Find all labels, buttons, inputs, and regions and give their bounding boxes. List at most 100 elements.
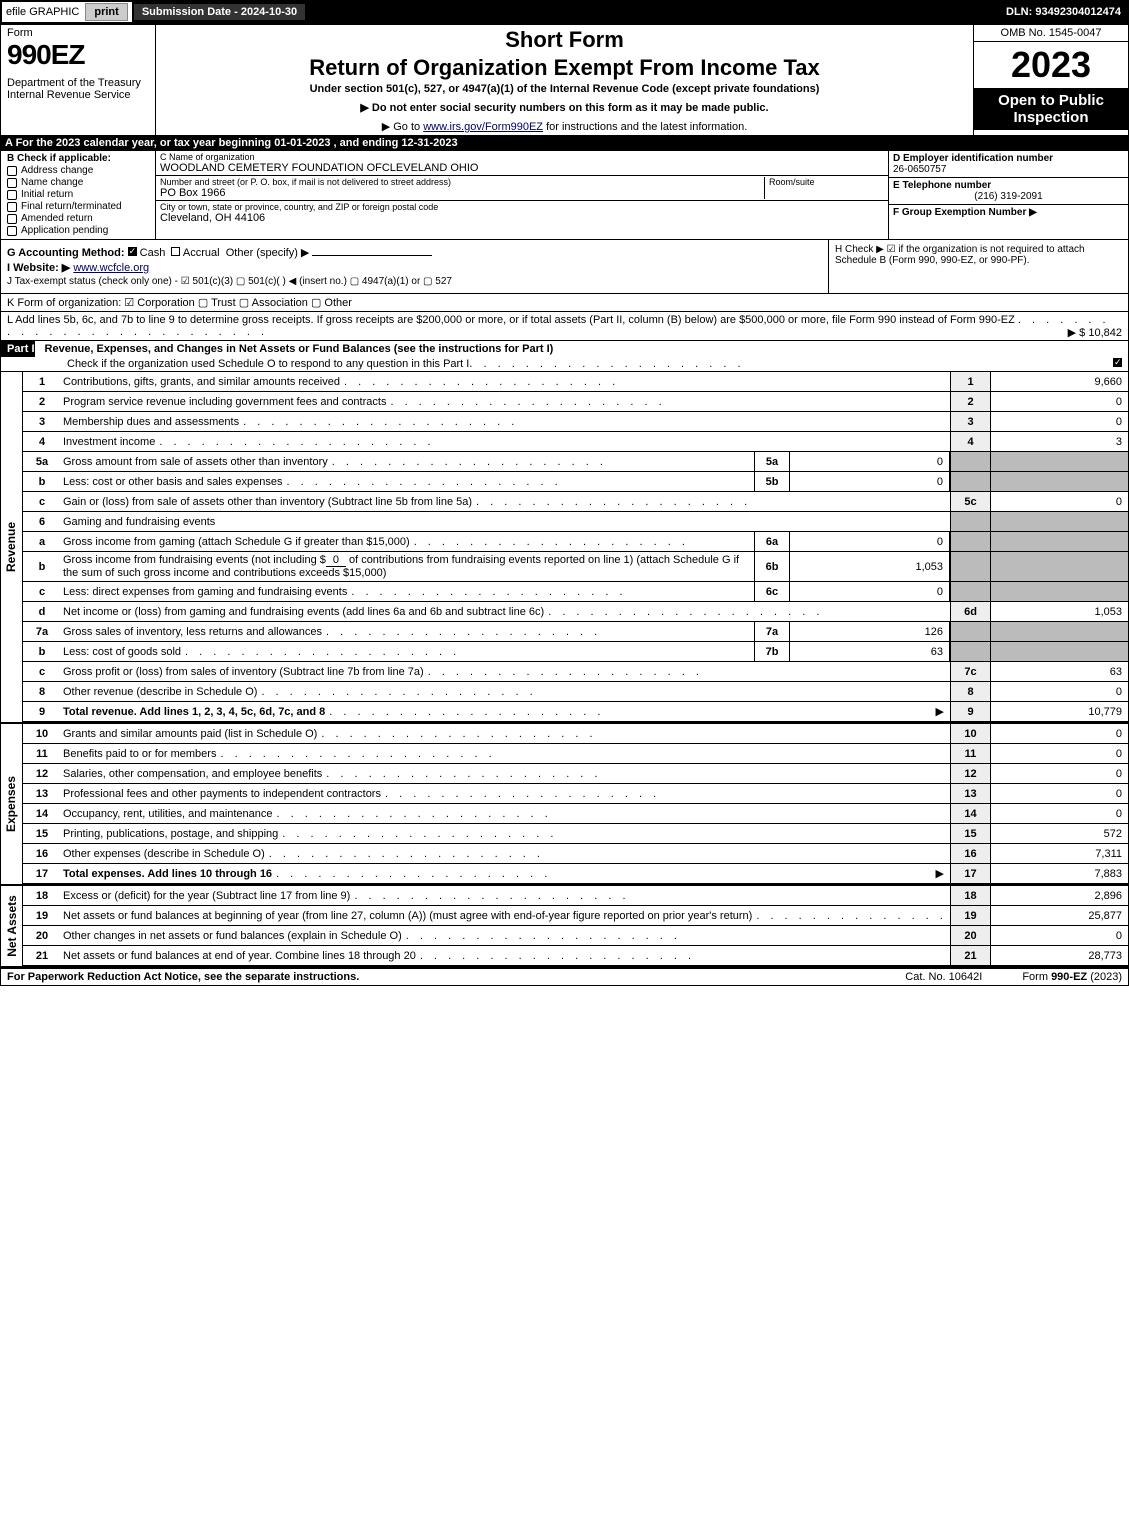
tax-year: 2023: [974, 42, 1128, 88]
g-other-blank: [312, 255, 432, 256]
ein-label: D Employer identification number: [893, 153, 1124, 164]
line-19: 19 Net assets or fund balances at beginn…: [23, 906, 1128, 926]
netassets-label: Net Assets: [5, 895, 19, 957]
line-2: 2 Program service revenue including gove…: [23, 392, 1128, 412]
checkbox-icon: [7, 214, 17, 224]
efile-label: efile GRAPHIC: [6, 6, 79, 18]
mid-val: 0: [790, 452, 950, 471]
topbar: efile GRAPHIC print Submission Date - 20…: [0, 0, 1129, 24]
r-val: 0: [990, 412, 1128, 431]
r-num-grey: [950, 472, 990, 491]
r-num: 12: [950, 764, 990, 783]
r-val: 25,877: [990, 906, 1128, 925]
r-val: 1,053: [990, 602, 1128, 621]
chk-address-change[interactable]: Address change: [7, 165, 149, 176]
header-center: Short Form Return of Organization Exempt…: [156, 25, 973, 135]
line-11: 11 Benefits paid to or for members . . .…: [23, 744, 1128, 764]
line-desc: Benefits paid to or for members . . . . …: [61, 746, 950, 762]
line-desc: Other revenue (describe in Schedule O) .…: [61, 684, 950, 700]
r-val-grey: [990, 622, 1128, 641]
line-num: 8: [23, 684, 61, 700]
line-desc: Contributions, gifts, grants, and simila…: [61, 374, 950, 390]
mid-val: 1,053: [790, 552, 950, 581]
vside-revenue: Revenue: [1, 372, 23, 722]
page-footer: For Paperwork Reduction Act Notice, see …: [0, 967, 1129, 986]
group-label: F Group Exemption Number ▶: [893, 207, 1124, 218]
print-button[interactable]: print: [85, 3, 127, 21]
r-num-grey: [950, 582, 990, 601]
r-num: 8: [950, 682, 990, 701]
expenses-body: 10 Grants and similar amounts paid (list…: [23, 724, 1128, 884]
form-header: Form 990EZ Department of the Treasury In…: [0, 24, 1129, 136]
line-num: 5a: [23, 454, 61, 470]
chk-application-pending[interactable]: Application pending: [7, 225, 149, 236]
chk-initial-return[interactable]: Initial return: [7, 189, 149, 200]
line-desc: Gaming and fundraising events: [61, 514, 950, 530]
vside-expenses: Expenses: [1, 724, 23, 884]
line-num: d: [23, 604, 61, 620]
checkbox-icon: [7, 226, 17, 236]
mid-num: 7a: [754, 622, 790, 641]
revenue-body: 1 Contributions, gifts, grants, and simi…: [23, 372, 1128, 722]
line-i: I Website: ▶ www.wcfcle.org: [7, 261, 822, 274]
r-val: 63: [990, 662, 1128, 681]
part-check-text: Check if the organization used Schedule …: [67, 358, 469, 370]
line-desc: Less: cost or other basis and sales expe…: [61, 474, 754, 490]
row-a: A For the 2023 calendar year, or tax yea…: [0, 136, 1129, 151]
r-val-grey: [990, 452, 1128, 471]
line-num: 12: [23, 766, 61, 782]
r-num: 9: [950, 702, 990, 721]
r-num: 16: [950, 844, 990, 863]
r-num-grey: [950, 642, 990, 661]
line-num: 1: [23, 374, 61, 390]
chk-amended-return[interactable]: Amended return: [7, 213, 149, 224]
instr-link-line: ▶ Go to www.irs.gov/Form990EZ for instru…: [162, 120, 967, 133]
revenue-label: Revenue: [5, 522, 19, 572]
r-val: 0: [990, 682, 1128, 701]
line-num: 21: [23, 948, 61, 964]
checkbox-icon: [7, 202, 17, 212]
line-num: 9: [23, 704, 61, 720]
line-13: 13 Professional fees and other payments …: [23, 784, 1128, 804]
l-text: L Add lines 5b, 6c, and 7b to line 9 to …: [7, 314, 1015, 326]
r-val: 7,883: [990, 864, 1128, 883]
org-name: WOODLAND CEMETERY FOUNDATION OFCLEVELAND…: [160, 162, 884, 174]
line-5a: 5a Gross amount from sale of assets othe…: [23, 452, 1128, 472]
chk-final-return[interactable]: Final return/terminated: [7, 201, 149, 212]
part-title: Revenue, Expenses, and Changes in Net As…: [45, 343, 554, 355]
r-val: 0: [990, 492, 1128, 511]
mid-val: 126: [790, 622, 950, 641]
line-6: 6 Gaming and fundraising events: [23, 512, 1128, 532]
r-num: 19: [950, 906, 990, 925]
line-num: c: [23, 664, 61, 680]
line-desc: Net income or (loss) from gaming and fun…: [61, 604, 950, 620]
ein-row: D Employer identification number 26-0650…: [889, 151, 1128, 178]
line-d: d Net income or (loss) from gaming and f…: [23, 602, 1128, 622]
mid-val: 0: [790, 472, 950, 491]
line-8: 8 Other revenue (describe in Schedule O)…: [23, 682, 1128, 702]
r-val: 9,660: [990, 372, 1128, 391]
line-20: 20 Other changes in net assets or fund b…: [23, 926, 1128, 946]
r-num: 18: [950, 886, 990, 905]
line-j: J Tax-exempt status (check only one) - ☑…: [7, 276, 822, 287]
line-3: 3 Membership dues and assessments . . . …: [23, 412, 1128, 432]
room-label: Room/suite: [769, 177, 884, 187]
tel-value: (216) 319-2091: [893, 191, 1124, 202]
dept-treasury: Department of the Treasury: [7, 77, 149, 89]
chk-name-change[interactable]: Name change: [7, 177, 149, 188]
addr-row: Number and street (or P. O. box, if mail…: [156, 176, 888, 201]
org-name-row: C Name of organization WOODLAND CEMETERY…: [156, 151, 888, 176]
line-desc: Gross income from gaming (attach Schedul…: [61, 534, 754, 550]
topbar-left: efile GRAPHIC print: [2, 2, 132, 22]
group-row: F Group Exemption Number ▶: [889, 205, 1128, 220]
line-num: a: [23, 534, 61, 550]
website-link[interactable]: www.wcfcle.org: [73, 262, 149, 274]
irs-link[interactable]: www.irs.gov/Form990EZ: [423, 121, 543, 133]
dots: . . . . . . . . . . . . . . . . . . . .: [469, 358, 1109, 370]
r-val-grey: [990, 642, 1128, 661]
r-val: 0: [990, 724, 1128, 743]
line-num: 2: [23, 394, 61, 410]
line-7a: 7a Gross sales of inventory, less return…: [23, 622, 1128, 642]
city-label: City or town, state or province, country…: [160, 202, 884, 212]
r-val: 0: [990, 784, 1128, 803]
